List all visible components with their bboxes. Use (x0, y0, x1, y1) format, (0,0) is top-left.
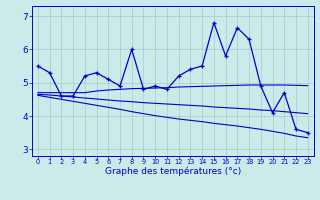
X-axis label: Graphe des températures (°c): Graphe des températures (°c) (105, 167, 241, 176)
